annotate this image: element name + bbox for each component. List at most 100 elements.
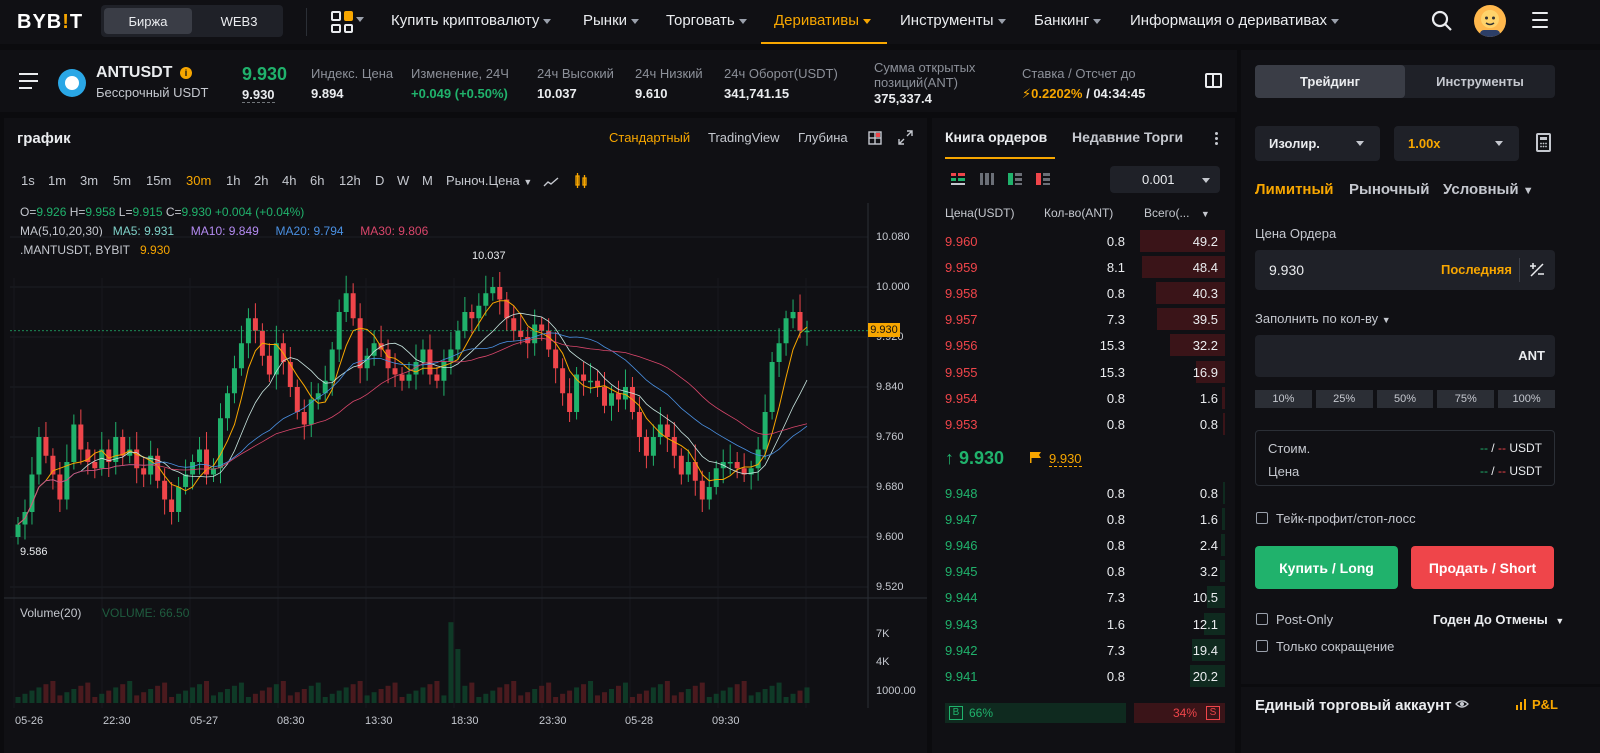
tick-size-select[interactable]: 0.001 bbox=[1110, 166, 1220, 193]
quantity-slider[interactable]: 10% 25% 50% 75% 100% bbox=[1255, 390, 1555, 408]
sell-short-button[interactable]: Продать / Short bbox=[1411, 546, 1554, 589]
timeframe-2h[interactable]: 2h bbox=[254, 173, 269, 188]
timeframe-1s[interactable]: 1s bbox=[21, 173, 35, 188]
nav-tools[interactable]: Инструменты bbox=[900, 12, 1006, 29]
ask-row[interactable]: 9.953 0.8 0.8 bbox=[935, 412, 1225, 438]
fullscreen-icon[interactable] bbox=[898, 130, 913, 145]
view-bids-icon[interactable] bbox=[1008, 172, 1022, 186]
pct-50[interactable]: 50% bbox=[1376, 390, 1434, 408]
tab-instruments[interactable]: Инструменты bbox=[1436, 74, 1524, 89]
nav-buy-crypto[interactable]: Купить криптовалюту bbox=[391, 12, 552, 29]
layout-grid-icon[interactable] bbox=[868, 131, 882, 145]
bid-row[interactable]: 9.946 0.8 2.4 bbox=[935, 533, 1225, 559]
ask-row[interactable]: 9.954 0.8 1.6 bbox=[935, 386, 1225, 412]
bid-row[interactable]: 9.947 0.8 1.6 bbox=[935, 507, 1225, 533]
bid-row[interactable]: 9.943 1.6 12.1 bbox=[935, 612, 1225, 638]
nav-markets[interactable]: Рынки bbox=[583, 12, 640, 29]
ask-row[interactable]: 9.960 0.8 49.2 bbox=[935, 229, 1225, 255]
volume-bar bbox=[371, 692, 377, 703]
nav-derivatives-info[interactable]: Информация о деривативах bbox=[1130, 12, 1340, 29]
timeframe-15m[interactable]: 15m bbox=[146, 173, 172, 188]
timeframe-3m[interactable]: 3m bbox=[80, 173, 99, 188]
avatar[interactable] bbox=[1474, 5, 1506, 37]
candlestick-chart[interactable] bbox=[4, 118, 927, 753]
timeframe-5m[interactable]: 5m bbox=[113, 173, 132, 188]
info-icon[interactable]: i bbox=[180, 67, 192, 79]
timeframe-W[interactable]: W bbox=[397, 173, 410, 188]
timeframe-12h[interactable]: 12h bbox=[339, 173, 361, 188]
web3-tab[interactable]: WEB3 bbox=[220, 13, 258, 29]
candles-icon[interactable] bbox=[574, 173, 588, 189]
pct-25[interactable]: 25% bbox=[1315, 390, 1373, 408]
col-qty: Кол-во(ANT) bbox=[1044, 206, 1114, 220]
bybit-logo[interactable]: BYB!T bbox=[17, 11, 84, 33]
tab-depth[interactable]: Глубина bbox=[798, 130, 848, 145]
depth-bar bbox=[1196, 360, 1225, 383]
reduce-only-checkbox[interactable] bbox=[1256, 640, 1268, 652]
last-price-button[interactable]: Последняя bbox=[1441, 262, 1512, 277]
candle-body bbox=[588, 380, 594, 383]
ask-row[interactable]: 9.957 7.3 39.5 bbox=[935, 307, 1225, 333]
ask-row[interactable]: 9.958 0.8 40.3 bbox=[935, 281, 1225, 307]
tab-tradingview[interactable]: TradingView bbox=[708, 130, 780, 145]
bid-row[interactable]: 9.944 7.3 10.5 bbox=[935, 585, 1225, 611]
bid-row[interactable]: 9.942 7.3 19.4 bbox=[935, 638, 1225, 664]
guide-book-icon[interactable] bbox=[1205, 73, 1222, 88]
nav-banking[interactable]: Банкинг bbox=[1034, 12, 1102, 29]
timeframe-4h[interactable]: 4h bbox=[282, 173, 297, 188]
qty-mode-select[interactable]: Заполнить по кол-ву ▼ bbox=[1255, 311, 1391, 326]
tab-orderbook[interactable]: Книга ордеров bbox=[945, 129, 1048, 145]
buy-long-button[interactable]: Купить / Long bbox=[1255, 546, 1398, 589]
order-price-input[interactable]: 9.930 Последняя bbox=[1255, 250, 1555, 290]
nav-derivatives[interactable]: Деривативы bbox=[774, 12, 872, 29]
percent-toggle-icon[interactable] bbox=[1529, 262, 1545, 278]
timeframe-1h[interactable]: 1h bbox=[226, 173, 241, 188]
tab-standard[interactable]: Стандартный bbox=[609, 130, 691, 145]
search-icon[interactable] bbox=[1431, 10, 1453, 32]
timeframe-6h[interactable]: 6h bbox=[310, 173, 325, 188]
timeframe-30m[interactable]: 30m bbox=[186, 173, 212, 188]
apps-grid-icon[interactable] bbox=[331, 11, 353, 33]
order-type-conditional[interactable]: Условный ▼ bbox=[1443, 181, 1534, 198]
menu-icon[interactable] bbox=[1532, 12, 1548, 30]
tpsl-checkbox[interactable] bbox=[1256, 512, 1268, 524]
ask-row[interactable]: 9.955 15.3 16.9 bbox=[935, 360, 1225, 386]
markets-list-icon[interactable] bbox=[19, 73, 38, 89]
time-in-force-select[interactable]: Годен До Отмены ▼ bbox=[1433, 612, 1565, 627]
timeframe-D[interactable]: D bbox=[375, 173, 385, 188]
view-both-icon[interactable] bbox=[951, 172, 965, 186]
quantity-input[interactable]: ANT bbox=[1255, 335, 1555, 377]
bid-row[interactable]: 9.948 0.8 0.8 bbox=[935, 481, 1225, 507]
view-grid-icon[interactable] bbox=[980, 172, 994, 186]
pct-10[interactable]: 10% bbox=[1255, 390, 1312, 408]
indicator-line-icon[interactable] bbox=[543, 176, 559, 188]
ask-row[interactable]: 9.959 8.1 48.4 bbox=[935, 255, 1225, 281]
calculator-icon[interactable] bbox=[1536, 133, 1551, 152]
order-type-limit[interactable]: Лимитный bbox=[1255, 181, 1334, 198]
leverage-select[interactable]: 1.00x bbox=[1394, 126, 1519, 161]
margin-mode-select[interactable]: Изолир. bbox=[1255, 126, 1380, 161]
pct-100[interactable]: 100% bbox=[1498, 390, 1555, 408]
price-type-select[interactable]: Рыноч.Цена ▼ bbox=[446, 173, 533, 188]
bid-row[interactable]: 9.945 0.8 3.2 bbox=[935, 559, 1225, 585]
view-asks-icon[interactable] bbox=[1036, 172, 1050, 186]
volume-bar bbox=[692, 685, 698, 703]
symbol-name[interactable]: ANTUSDT bbox=[96, 64, 173, 81]
ask-row[interactable]: 9.956 15.3 32.2 bbox=[935, 333, 1225, 359]
depth-bar bbox=[1207, 586, 1225, 609]
nav-trade[interactable]: Торговать bbox=[666, 12, 747, 29]
tab-recent-trades[interactable]: Недавние Торги bbox=[1072, 129, 1184, 145]
timeframe-1m[interactable]: 1m bbox=[48, 173, 67, 188]
more-options-icon[interactable] bbox=[1215, 132, 1218, 145]
pct-75[interactable]: 75% bbox=[1437, 390, 1495, 408]
eye-icon[interactable] bbox=[1455, 699, 1469, 709]
tab-trading[interactable]: Трейдинг bbox=[1255, 65, 1405, 98]
pnl-link[interactable]: P&L bbox=[1532, 697, 1558, 712]
col-total[interactable]: Всего(... ▼ bbox=[1144, 206, 1210, 220]
bid-row[interactable]: 9.941 0.8 20.2 bbox=[935, 664, 1225, 690]
timeframe-M[interactable]: M bbox=[422, 173, 433, 188]
exchange-tab[interactable]: Биржа bbox=[104, 8, 192, 34]
post-only-checkbox[interactable] bbox=[1256, 613, 1268, 625]
candle-body bbox=[734, 462, 740, 469]
order-type-market[interactable]: Рыночный bbox=[1349, 181, 1430, 198]
